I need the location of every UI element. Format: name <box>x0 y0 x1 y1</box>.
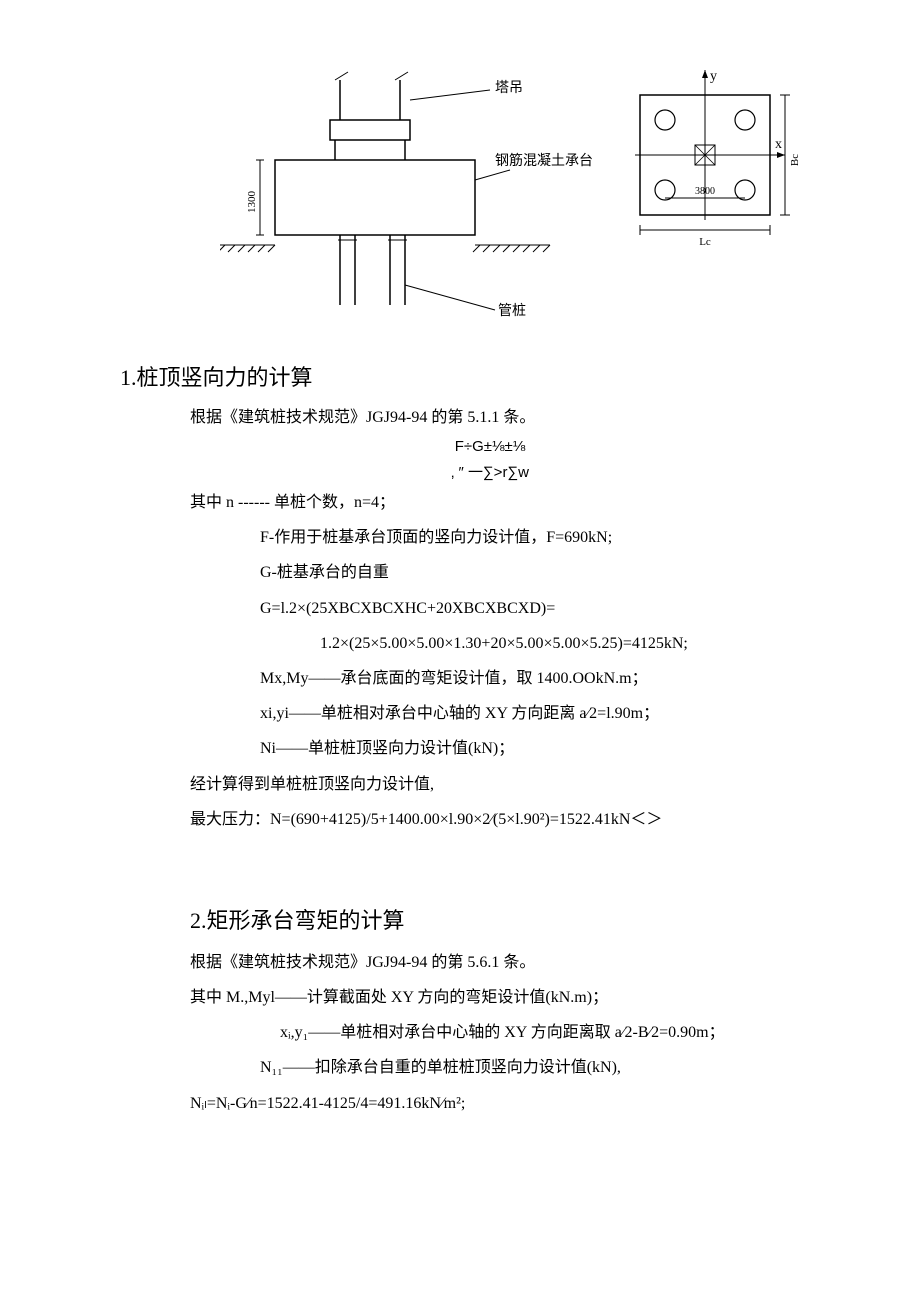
axis-y: y <box>710 70 717 84</box>
label-cap: 钢筋混凝土承台 <box>495 152 593 169</box>
label-tower: 塔吊 <box>495 80 523 96</box>
li-Gformula: G=l.2×(25XBCXBCXHC+20XBCXBCXD)= <box>260 591 860 626</box>
li-F: F-作用于桩基承台顶面的竖向力设计值，F=690kN; <box>260 520 860 555</box>
li-N: Ni——单桩桩顶竖向力设计值(kN)； <box>260 731 860 766</box>
formula-line2: ‚ ″ 一∑>r∑w <box>120 460 860 486</box>
li-M: Mx,My——承台底面的弯矩设计值，取 1400.OOkN.m； <box>260 661 860 696</box>
elevation-figure: 塔吊 钢筋混凝土承台 1300 <box>220 70 600 330</box>
s2-result: Nᵢₗ=Nᵢ-G∕n=1522.41-4125/4=491.16kN∕m²; <box>190 1086 860 1121</box>
result2: 最大压力：N=(690+4125)/5+1400.00×l.90×2∕(5×l.… <box>190 802 860 837</box>
label-pile: 管桩 <box>498 302 526 319</box>
dim-vertical: 1300 <box>246 191 258 214</box>
dim-3800: 3800 <box>695 186 715 197</box>
line-n: 其中 n ------ 单桩个数，n=4； <box>190 485 860 520</box>
section1-heading: 1.桩顶竖向力的计算 <box>120 360 860 392</box>
li-Gval: 1.2×(25×5.00×5.00×1.30+20×5.00×5.00×5.25… <box>320 626 860 661</box>
plan-figure: y x 3800 Bc Lc <box>620 70 820 260</box>
section1-ref: 根据《建筑桩技术规范》JGJ94-94 的第 5.1.1 条。 <box>190 402 860 434</box>
figure-row: 塔吊 钢筋混凝土承台 1300 <box>220 70 860 330</box>
formula-line1: F÷G±⅛±⅛ <box>120 434 860 460</box>
document-page: 塔吊 钢筋混凝土承台 1300 <box>0 0 920 1181</box>
dim-bc: Bc <box>789 154 801 166</box>
section2-heading: 2.矩形承台弯矩的计算 <box>190 903 860 935</box>
result1: 经计算得到单桩桩顶竖向力设计值, <box>190 767 860 802</box>
axis-x: x <box>775 137 782 152</box>
li-G: G-桩基承台的自重 <box>260 555 860 590</box>
s2-li-N11: N₁₁——扣除承台自重的单桩桩顶竖向力设计值(kN), <box>260 1050 860 1085</box>
dim-lc: Lc <box>699 236 711 248</box>
li-xy: xi,yi——单桩相对承台中心轴的 XY 方向距离 a∕2=l.90m； <box>260 696 860 731</box>
section2-ref: 根据《建筑桩技术规范》JGJ94-94 的第 5.6.1 条。 <box>190 945 860 980</box>
s2-li-xy: xᵢ,y₁——单桩相对承台中心轴的 XY 方向距离取 a∕2-B∕2=0.90m… <box>280 1015 860 1050</box>
s2-li-M: 其中 M.,Myl——计算截面处 XY 方向的弯矩设计值(kN.m)； <box>190 980 860 1015</box>
